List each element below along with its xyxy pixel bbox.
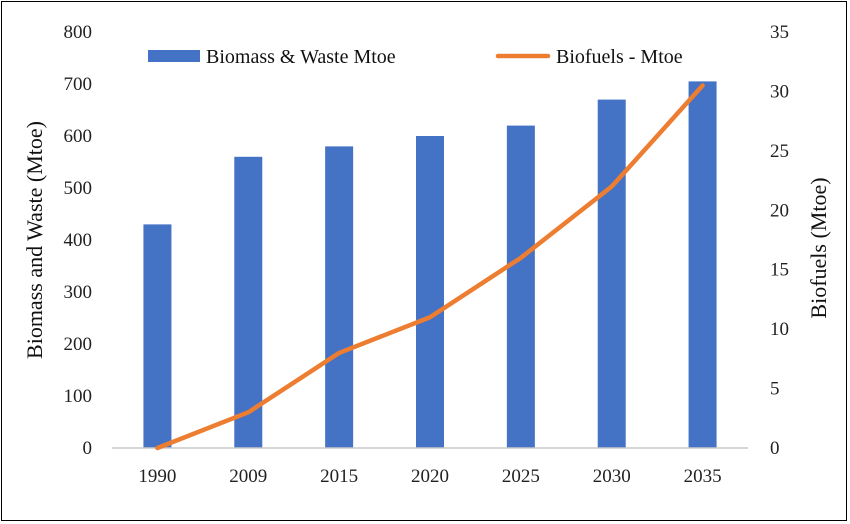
x-tick-label: 2020 [411,466,449,487]
legend-label-biofuels: Biofuels - Mtoe [556,46,683,68]
y-left-tick-label: 0 [83,438,93,459]
x-tick-label: 1990 [138,466,176,487]
bar-biomass-2025 [506,125,535,448]
bar-biomass-2035 [688,81,717,449]
y-right-axis-title: Biofuels (Mtoe) [806,177,831,318]
x-tick-label: 2035 [684,466,722,487]
y-left-tick-label: 700 [64,74,93,95]
y-right-tick-label: 15 [770,260,789,281]
y-left-tick-label: 500 [64,178,93,199]
y-right-tick-label: 5 [770,379,780,400]
y-right-tick-label: 10 [770,319,789,340]
y-left-tick-label: 600 [64,126,93,147]
y-right-tick-label: 35 [770,22,789,43]
y-right-tick-label: 25 [770,141,789,162]
legend-swatch-biomass [148,50,200,62]
y-right-tick-label: 0 [770,438,780,459]
y-left-tick-label: 400 [64,230,93,251]
y-left-axis-title: Biomass and Waste (Mtoe) [22,121,47,359]
bar-biomass-2009 [234,156,263,449]
bar-biomass-2015 [325,146,354,448]
x-tick-label: 2025 [502,466,540,487]
x-tick-label: 2015 [320,466,358,487]
x-tick-label: 2030 [593,466,631,487]
x-tick-label: 2009 [229,466,267,487]
bar-biomass-2030 [597,99,626,448]
y-left-tick-label: 800 [64,22,93,43]
legend-label-biomass: Biomass & Waste Mtoe [206,46,396,68]
y-left-tick-label: 200 [64,334,93,355]
y-left-tick-label: 300 [64,282,93,303]
y-right-tick-label: 20 [770,200,789,221]
y-left-tick-label: 100 [64,386,93,407]
bar-biomass-2020 [416,136,444,448]
bar-biomass-1990 [143,224,172,448]
y-right-tick-label: 30 [770,81,789,102]
